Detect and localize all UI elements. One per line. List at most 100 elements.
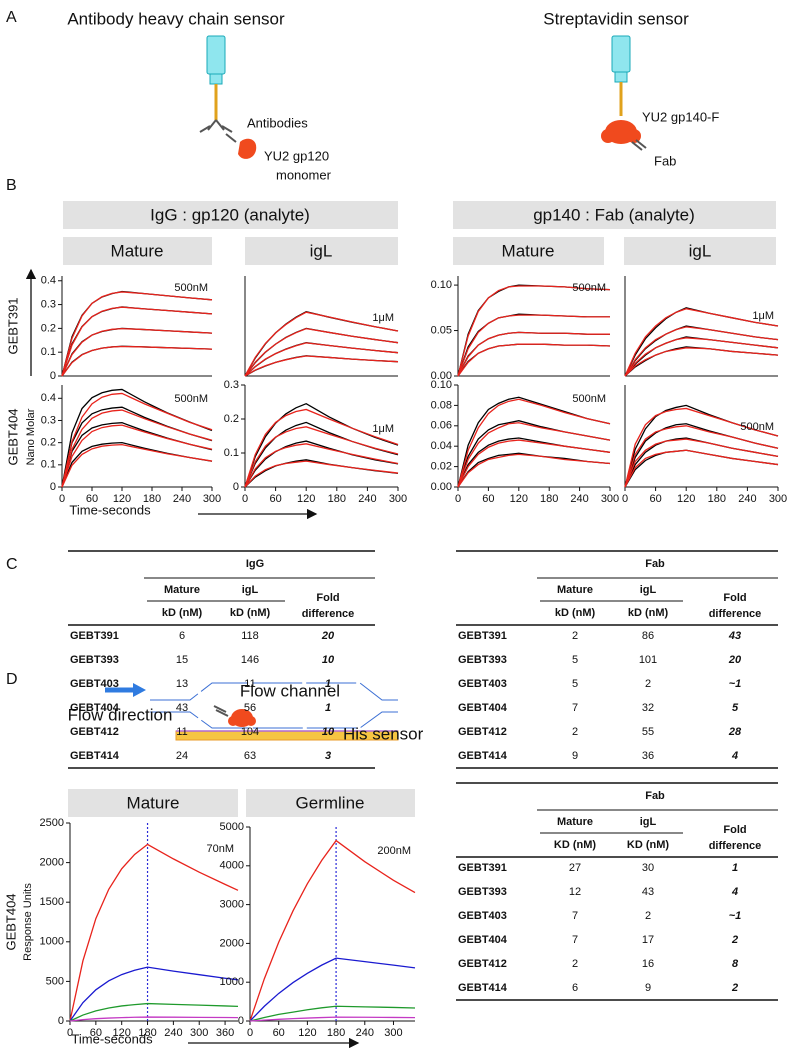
table-header: igL — [242, 584, 259, 596]
table-cell: 30 — [642, 862, 654, 874]
table-row-name: GEBT414 — [458, 982, 508, 994]
table-cell: 11 — [244, 678, 255, 690]
table-group: Fab — [645, 790, 665, 802]
table-header: Fold — [723, 824, 746, 836]
data-line — [61, 409, 213, 488]
y-tick-label: 0.3 — [224, 379, 239, 391]
table-unit: KD (nM) — [627, 839, 669, 851]
data-line — [457, 314, 610, 377]
data-line — [61, 291, 213, 377]
table-row-name: GEBT414 — [70, 750, 120, 762]
row-label: GEBT391 — [5, 297, 20, 354]
table-row-name: GEBT404 — [458, 702, 508, 714]
table-cell: 2 — [645, 910, 651, 922]
table-cell: 2 — [645, 678, 651, 690]
table-cell: 10 — [322, 726, 335, 738]
table-cell: 2 — [572, 958, 578, 970]
table-cell: 32 — [642, 702, 654, 714]
header: IgG : gp120 (analyte) — [150, 205, 310, 224]
x-tick-label: 180 — [708, 493, 726, 505]
header-bar — [453, 201, 776, 229]
table-cell: ~1 — [729, 678, 742, 690]
data-line — [61, 345, 213, 377]
sensor-label: YU2 gp120 — [264, 148, 329, 163]
x-tick-label: 60 — [90, 1027, 102, 1039]
data-line — [61, 306, 213, 377]
annotation: 200nM — [377, 845, 411, 857]
subheader-bar — [246, 789, 415, 817]
data-line — [244, 342, 399, 377]
table-cell: 7 — [572, 702, 578, 714]
table-header: igL — [640, 816, 657, 828]
data-line — [61, 327, 213, 377]
data-line — [624, 425, 779, 488]
table-cell: 15 — [176, 654, 188, 666]
annotation: 500nM — [572, 393, 606, 405]
data-line — [244, 311, 399, 377]
y-tick-label: 3000 — [220, 899, 244, 911]
data-line — [61, 306, 213, 377]
table-cell: 55 — [642, 726, 654, 738]
data-line — [69, 843, 239, 1022]
data-line — [624, 336, 779, 377]
y-tick-label: 0 — [233, 481, 239, 493]
y-tick-label: 0 — [50, 370, 56, 382]
x-tick-label: 240 — [738, 493, 756, 505]
table-cell: 4 — [731, 886, 738, 898]
x-tick-label: 360 — [216, 1027, 234, 1039]
y-tick-label: 0.00 — [431, 370, 452, 382]
table-header: Fold — [723, 592, 746, 604]
y-axis-label: Nano Molar — [25, 408, 37, 465]
table-cell: 3 — [325, 750, 331, 762]
y-tick-label: 0.08 — [431, 399, 452, 411]
data-line — [244, 355, 399, 377]
table-cell: 1 — [325, 678, 331, 690]
table-cell: 9 — [572, 750, 578, 762]
data-line — [624, 437, 779, 488]
data-line — [61, 406, 213, 488]
table-cell: 7 — [572, 934, 578, 946]
y-tick-label: 1000 — [220, 976, 244, 988]
x-tick-label: 180 — [138, 1027, 156, 1039]
table-group: IgG — [246, 558, 264, 570]
y-tick-label: 0.06 — [431, 420, 452, 432]
data-line — [69, 1002, 239, 1022]
subheader: Mature — [127, 793, 180, 812]
data-line — [457, 420, 611, 488]
table-header: Mature — [557, 584, 593, 596]
x-tick-label: 240 — [356, 1027, 374, 1039]
data-line — [249, 839, 416, 1022]
table-header: igL — [640, 584, 657, 596]
x-tick-label: 0 — [67, 1027, 73, 1039]
data-line — [624, 404, 779, 488]
y-tick-label: 0.4 — [41, 275, 56, 287]
y-tick-label: 1500 — [40, 896, 64, 908]
table-cell: 43 — [642, 886, 654, 898]
x-tick-label: 60 — [86, 493, 98, 505]
table-cell: 56 — [244, 702, 256, 714]
panel-letter: C — [6, 556, 18, 573]
x-tick-label: 300 — [190, 1027, 208, 1039]
data-line — [624, 308, 779, 377]
table-cell: 2 — [731, 982, 738, 994]
subheader: Mature — [502, 241, 555, 260]
table-unit: kD (nM) — [230, 607, 271, 619]
table-cell: 16 — [642, 958, 654, 970]
table-cell: 2 — [731, 934, 738, 946]
annotation: 1μM — [372, 423, 394, 435]
table-header: Mature — [557, 816, 593, 828]
y-tick-label: 0 — [238, 1015, 244, 1027]
y-tick-label: 0.00 — [431, 481, 452, 493]
y-tick-label: 0.3 — [41, 414, 56, 426]
x-tick-label: 240 — [164, 1027, 182, 1039]
table-cell: 13 — [176, 678, 188, 690]
table-header: Fold — [316, 592, 339, 604]
x-tick-label: 120 — [297, 493, 315, 505]
table-cell: 63 — [244, 750, 256, 762]
x-tick-label: 120 — [113, 1027, 131, 1039]
data-line — [61, 392, 213, 488]
y-tick-label: 2000 — [40, 857, 64, 869]
annotation: 70nM — [206, 843, 234, 855]
table-header: Mature — [164, 584, 200, 596]
